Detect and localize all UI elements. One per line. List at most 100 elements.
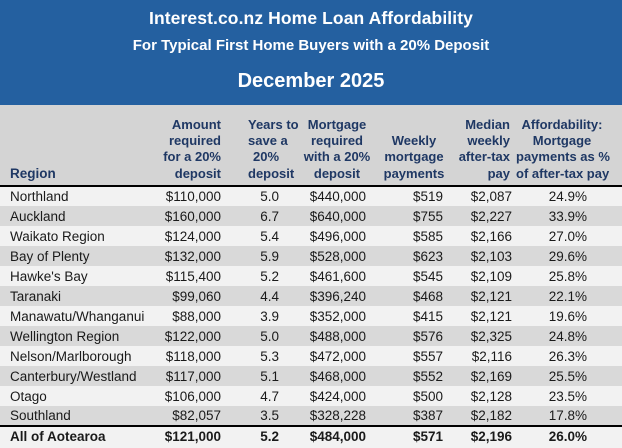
cell-median: $2,196	[448, 425, 516, 446]
cell-weekly: $571	[372, 425, 448, 446]
cell-amount: $122,000	[164, 328, 221, 344]
cell-years: 5.2	[228, 425, 284, 446]
cell-affordability: 26.0%	[516, 425, 622, 446]
cell-years: 5.0	[260, 328, 279, 344]
table-body: Northland $110,000 5.0 $440,000 $519 $2,…	[0, 186, 622, 446]
cell-region: Bay of Plenty	[10, 248, 90, 264]
cell-affordability: 25.8%	[548, 268, 587, 284]
cell-median: $2,087	[470, 189, 512, 204]
cell-median: $2,121	[470, 308, 512, 324]
cell-weekly: $415	[412, 308, 443, 324]
cell-mortgage: $328,228	[309, 408, 366, 423]
cell-region: Northland	[10, 189, 69, 204]
table-row: Waikato Region $124,000 5.4 $496,000 $58…	[0, 226, 622, 246]
cell-amount: $124,000	[164, 228, 221, 244]
cell-median: $2,128	[470, 388, 512, 404]
column-header-weekly: Weekly mortgage payments	[372, 105, 448, 187]
cell-years: 3.5	[260, 408, 279, 423]
cell-weekly: $576	[412, 328, 443, 344]
table-row: Southland $82,057 3.5 $328,228 $387 $2,1…	[0, 406, 622, 426]
cell-amount: $115,400	[165, 268, 221, 284]
cell-region: Manawatu/Whanganui	[10, 308, 145, 324]
cell-weekly: $623	[412, 248, 443, 264]
column-header-median: Median weekly after-tax pay	[448, 105, 516, 187]
cell-years: 4.7	[260, 388, 279, 404]
cell-median: $2,182	[470, 408, 512, 423]
report-period: December 2025	[237, 70, 385, 92]
cell-median: $2,166	[470, 228, 512, 244]
cell-amount: $82,057	[172, 408, 221, 423]
cell-weekly: $755	[412, 208, 443, 224]
cell-years: 5.3	[260, 348, 279, 364]
cell-mortgage: $488,000	[309, 328, 366, 344]
column-header-mortgage: Mortgage required with a 20% deposit	[284, 105, 372, 187]
cell-mortgage: $424,000	[309, 388, 366, 404]
cell-mortgage: $640,000	[309, 208, 366, 224]
cell-years: 3.9	[260, 308, 279, 324]
cell-affordability: 17.8%	[548, 408, 587, 423]
cell-weekly: $468	[412, 288, 443, 304]
cell-affordability: 29.6%	[548, 248, 587, 264]
cell-amount: $106,000	[164, 388, 221, 404]
report-banner: Interest.co.nz Home Loan Affordability F…	[0, 0, 622, 105]
cell-region: All of Aotearoa	[0, 425, 146, 446]
table-row: Nelson/Marlborough $118,000 5.3 $472,000…	[0, 346, 622, 366]
cell-region: Nelson/Marlborough	[10, 348, 132, 364]
table-row: Hawke's Bay $115,400 5.2 $461,600 $545 $…	[0, 266, 622, 286]
cell-affordability: 22.1%	[548, 288, 587, 304]
column-header-years: Years to save a 20% deposit	[228, 105, 299, 187]
cell-years: 5.9	[260, 248, 279, 264]
cell-region: Taranaki	[10, 288, 62, 304]
cell-weekly: $545	[412, 268, 443, 284]
report-subtitle: For Typical First Home Buyers with a 20%…	[132, 37, 490, 54]
cell-weekly: $585	[412, 228, 443, 244]
cell-affordability: 24.8%	[548, 328, 587, 344]
cell-affordability: 24.9%	[548, 189, 587, 204]
affordability-table: Region Amount required for a 20% deposit…	[0, 105, 622, 446]
cell-weekly: $519	[412, 189, 443, 204]
cell-affordability: 19.6%	[548, 308, 587, 324]
cell-years: 6.7	[260, 208, 279, 224]
cell-mortgage: $396,240	[309, 288, 366, 304]
cell-mortgage: $484,000	[284, 425, 372, 446]
column-header-affordability: Affordability: Mortgage payments as % of…	[516, 105, 622, 187]
cell-affordability: 26.3%	[548, 348, 587, 364]
cell-years: 5.4	[260, 228, 279, 244]
cell-region: Hawke's Bay	[10, 268, 88, 284]
cell-region: Wellington Region	[10, 328, 120, 344]
cell-median: $2,116	[471, 348, 512, 364]
cell-amount: $88,000	[172, 308, 221, 324]
cell-years: 5.0	[260, 189, 279, 204]
cell-mortgage: $461,600	[309, 268, 366, 284]
cell-weekly: $387	[412, 408, 443, 423]
cell-region: Southland	[10, 408, 71, 423]
cell-weekly: $552	[412, 368, 443, 384]
cell-years: 5.1	[260, 368, 279, 384]
cell-amount: $118,000	[165, 348, 221, 364]
cell-mortgage: $496,000	[309, 228, 366, 244]
cell-median: $2,227	[470, 208, 512, 224]
table-row: Otago $106,000 4.7 $424,000 $500 $2,128 …	[0, 386, 622, 406]
cell-affordability: 25.5%	[548, 368, 587, 384]
cell-years: 4.4	[260, 288, 279, 304]
cell-median: $2,103	[470, 248, 512, 264]
cell-region: Waikato Region	[10, 228, 105, 244]
cell-affordability: 27.0%	[548, 228, 587, 244]
table-row: Wellington Region $122,000 5.0 $488,000 …	[0, 326, 622, 346]
table-row: Taranaki $99,060 4.4 $396,240 $468 $2,12…	[0, 286, 622, 306]
cell-weekly: $500	[412, 388, 443, 404]
cell-amount: $132,000	[164, 248, 221, 264]
cell-affordability: 33.9%	[548, 208, 587, 224]
table-row: Canterbury/Westland $117,000 5.1 $468,00…	[0, 366, 622, 386]
table-row: Northland $110,000 5.0 $440,000 $519 $2,…	[0, 186, 622, 206]
cell-years: 5.2	[260, 268, 279, 284]
table-row: Auckland $160,000 6.7 $640,000 $755 $2,2…	[0, 206, 622, 226]
column-header-amount: Amount required for a 20% deposit	[146, 105, 228, 187]
cell-mortgage: $352,000	[309, 308, 366, 324]
column-header-region: Region	[0, 105, 146, 187]
cell-amount: $110,000	[165, 189, 221, 204]
cell-mortgage: $472,000	[309, 348, 366, 364]
cell-mortgage: $440,000	[309, 189, 366, 204]
cell-mortgage: $528,000	[309, 248, 366, 264]
cell-amount: $160,000	[164, 208, 221, 224]
